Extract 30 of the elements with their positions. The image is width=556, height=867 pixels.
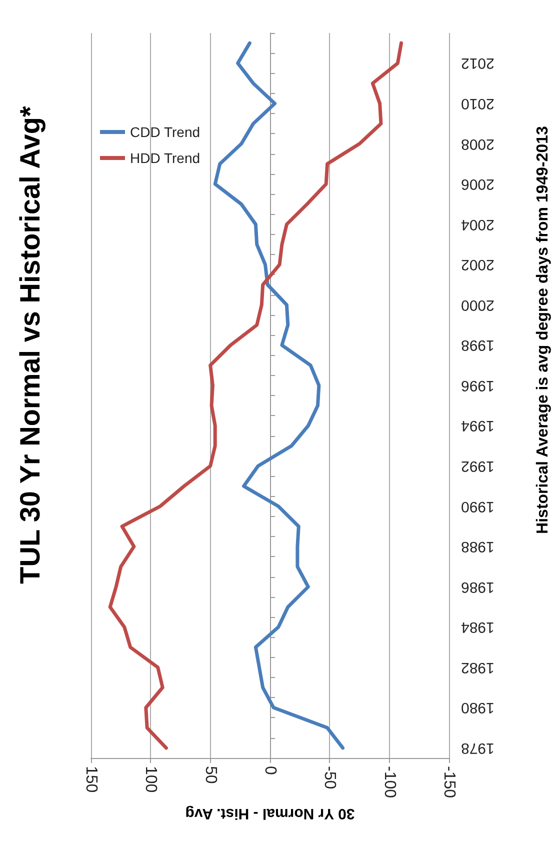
y-tick-label: 1990 [461,498,494,515]
x-tick-label: 150 [82,766,100,793]
y-tick-label: 1994 [461,417,494,434]
legend-label: HDD Trend [130,150,200,166]
y-tick-label: 1986 [461,578,494,596]
y-tick-label: 1980 [461,699,494,716]
y-tick-label: 2004 [461,216,494,233]
y-tick-label: 1978 [461,739,494,756]
y-tick-label: 1998 [461,336,494,354]
y-tick-label: 1988 [461,538,494,556]
y-tick-label: 1984 [461,618,494,636]
y-tick-label: 2012 [461,54,494,72]
legend-label: CDD Trend [130,124,200,140]
x-tick-label: 0 [262,766,278,775]
y-tick-label: 2002 [461,256,494,274]
y-tick-label: 2010 [461,94,494,112]
x-tick-label: 100 [142,766,160,793]
x-tick-label: -50 [321,766,338,790]
y-tick-label: 1982 [461,658,494,676]
x-tick-label: -100 [380,766,398,798]
y-tick-label: 1996 [461,376,494,394]
y-tick-label: 2006 [461,176,494,193]
y-tick-label: 2000 [461,296,494,314]
x-tick-label: -150 [440,766,458,798]
x-tick-label: 50 [202,766,219,784]
text: Historical Average is avg degree days from 1949-2013 [534,126,552,534]
y-tick-label: 1992 [461,457,494,474]
x-axis-title: 30 Yr Normal - Hist. Avg [185,805,355,822]
y-tick-label: 2008 [461,135,494,152]
text: TUL 30 Yr Normal vs Historical Avg* [14,106,46,584]
